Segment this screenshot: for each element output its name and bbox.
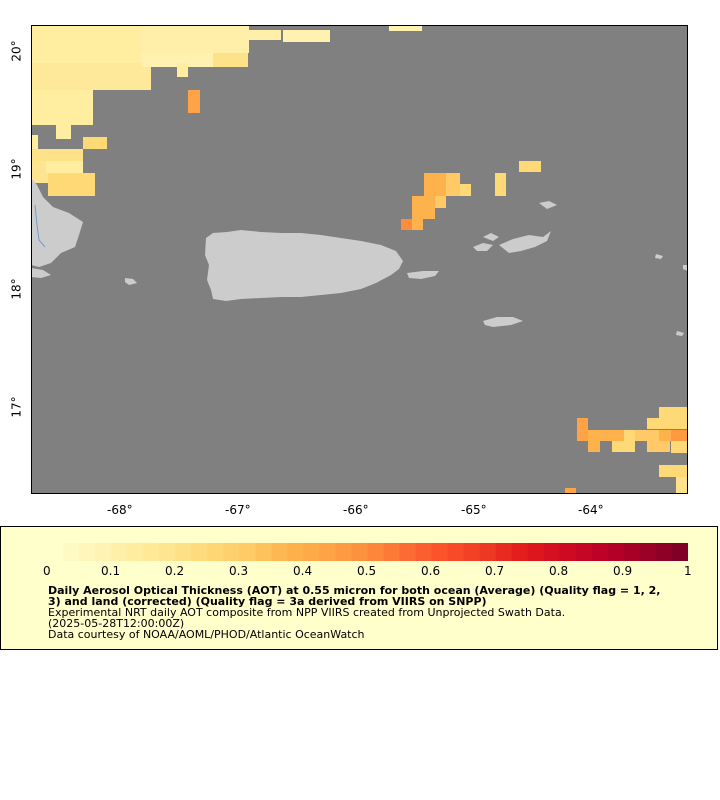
x-tick-minus-64: -64° (578, 503, 604, 517)
colorbar-swatch (287, 543, 304, 561)
culebra-land (473, 243, 493, 251)
colorbar-tick-1: 1 (684, 564, 692, 578)
colorbar-swatch (575, 543, 593, 561)
st-croix-land (483, 317, 523, 327)
colorbar-tick-0-1: 0.1 (101, 564, 121, 578)
colorbar-swatch (479, 543, 497, 561)
colorbar-swatch (335, 543, 352, 561)
y-tick-18: 18° (9, 278, 24, 300)
colorbar-swatch (591, 543, 609, 561)
vieques-land (407, 271, 439, 279)
y-tick-20: 20° (9, 40, 24, 62)
legend-timestamp: (2025-05-28T12:00:00Z) (48, 617, 185, 630)
puerto-rico-land (205, 230, 403, 301)
colorbar-swatch (511, 543, 529, 561)
land (31, 178, 688, 336)
colorbar-swatch (79, 543, 96, 561)
colorbar-swatch (431, 543, 449, 561)
colorbar-tick-0-7: 0.7 (485, 564, 505, 578)
colorbar-swatch (127, 543, 144, 561)
colorbar-swatch (383, 543, 401, 561)
colorbar-swatch (367, 543, 385, 561)
legend-credit: Data courtesy of NOAA/AOML/PHOD/Atlantic… (48, 628, 365, 641)
colorbar-swatch (143, 543, 160, 561)
colorbar-swatch (527, 543, 545, 561)
colorbar-swatch (223, 543, 240, 561)
colorbar-swatch (303, 543, 320, 561)
colorbar-swatch (415, 543, 433, 561)
colorbar-swatch (271, 543, 288, 561)
y-tick-19: 19° (9, 158, 24, 180)
colorbar-tick-0-3: 0.3 (229, 564, 249, 578)
virgin-islands-land (499, 231, 551, 253)
colorbar-swatch (111, 543, 128, 561)
aot-map (31, 25, 688, 494)
colorbar-swatch (319, 543, 336, 561)
colorbar-swatch (207, 543, 224, 561)
colorbar-swatch (639, 543, 657, 561)
colorbar-swatch (671, 543, 688, 561)
colorbar-swatch (399, 543, 417, 561)
colorbar-swatch (495, 543, 513, 561)
colorbar (47, 543, 688, 561)
legend-description: Experimental NRT daily AOT composite fro… (48, 606, 566, 619)
colorbar-swatch (463, 543, 481, 561)
river (34, 204, 46, 248)
colorbar-swatch (47, 543, 64, 561)
colorbar-tick-0: 0 (43, 564, 51, 578)
colorbar-tick-0-8: 0.8 (549, 564, 569, 578)
colorbar-swatch (239, 543, 256, 561)
colorbar-swatch (623, 543, 641, 561)
colorbar-swatch (175, 543, 192, 561)
colorbar-swatch (655, 543, 673, 561)
colorbar-swatch (559, 543, 577, 561)
colorbar-swatch (447, 543, 465, 561)
colorbar-swatch (191, 543, 208, 561)
colorbar-tick-0-9: 0.9 (613, 564, 633, 578)
map-border (31, 25, 688, 494)
colorbar-swatch (543, 543, 561, 561)
aot-cells-southeast (565, 407, 688, 494)
x-tick-minus-65: -65° (461, 503, 487, 517)
colorbar-tick-0-5: 0.5 (357, 564, 377, 578)
colorbar-tick-0-4: 0.4 (293, 564, 313, 578)
y-tick-17: 17° (9, 396, 24, 418)
aot-cells-east (401, 161, 541, 230)
x-tick-minus-66: -66° (343, 503, 369, 517)
colorbar-tick-0-2: 0.2 (165, 564, 185, 578)
legend-title: Daily Aerosol Optical Thickness (AOT) at… (48, 584, 661, 608)
aot-cells-northwest (31, 25, 422, 196)
colorbar-swatch (255, 543, 272, 561)
colorbar-swatch (351, 543, 368, 561)
hispaniola-land (31, 178, 83, 267)
colorbar-swatch (607, 543, 625, 561)
x-tick-minus-68: -68° (107, 503, 133, 517)
colorbar-tick-0-6: 0.6 (421, 564, 441, 578)
colorbar-swatch (63, 543, 80, 561)
colorbar-swatch (159, 543, 176, 561)
colorbar-swatch (95, 543, 112, 561)
x-tick-minus-67: -67° (225, 503, 251, 517)
